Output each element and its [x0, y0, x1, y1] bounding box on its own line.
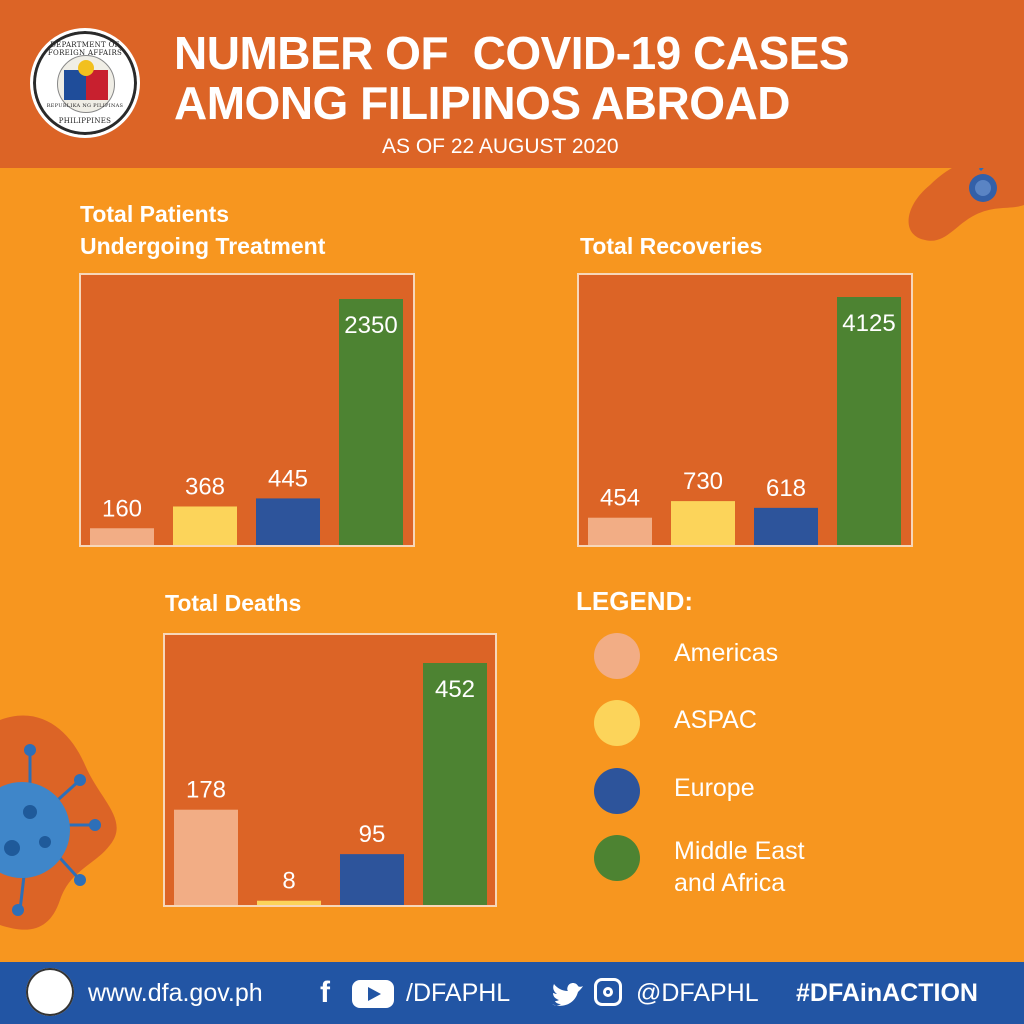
title-line-2: AMONG FILIPINOS ABROAD: [174, 77, 790, 129]
legend-label-americas: Americas: [674, 639, 779, 667]
bar-americas: [174, 809, 238, 905]
social-handle-twitter-instagram[interactable]: @DFAPHL: [636, 979, 759, 1007]
bar-europe: [754, 507, 818, 545]
data-label-americas: 454: [600, 485, 640, 512]
seal-text-bottom: PHILIPPINES: [58, 117, 112, 125]
bar-middle-east-and-africa: [837, 297, 901, 545]
chart-title-treatment-line1: Total Patients: [80, 201, 230, 227]
chart-title-treatment-line2: Undergoing Treatment: [80, 233, 326, 259]
bar-middle-east-and-africa: [339, 299, 403, 545]
legend-label-europe: Europe: [674, 774, 755, 802]
twitter-icon[interactable]: [550, 980, 584, 1010]
header-banner: DEPARTMENT OF FOREIGN AFFAIRS REPUBLIKA …: [0, 0, 1024, 168]
chart-treatment: 160 368 445 2350: [79, 273, 415, 547]
data-label-europe: 618: [766, 475, 806, 502]
bar-aspac: [173, 506, 237, 545]
chart-deaths: 178 8 95 452: [163, 633, 497, 907]
legend-swatch-europe: [594, 768, 640, 814]
legend-item-middle-east-africa: Middle East and Africa: [594, 835, 894, 905]
seal-emblem: [57, 55, 115, 113]
bar-chart-svg: 454 730 618 4125: [588, 297, 901, 545]
facebook-icon[interactable]: f: [320, 976, 330, 1009]
data-label-americas: 178: [186, 777, 226, 804]
bar-aspac: [257, 900, 321, 905]
instagram-icon[interactable]: [594, 978, 622, 1006]
legend-swatch-americas: [594, 633, 640, 679]
data-label-aspac: 730: [683, 468, 723, 495]
data-label-middle-east-and-africa: 452: [435, 676, 475, 703]
data-label-americas: 160: [102, 495, 142, 522]
footer-bar: www.dfa.gov.ph f /DFAPHL @DFAPHL #DFAinA…: [0, 962, 1024, 1024]
website-link[interactable]: www.dfa.gov.ph: [88, 979, 263, 1007]
legend-label-aspac: ASPAC: [674, 706, 757, 734]
bar-chart-svg: 178 8 95 452: [174, 663, 487, 905]
data-label-middle-east-and-africa: 2350: [344, 312, 397, 339]
dfa-seal-small-logo: [26, 968, 74, 1016]
title-line-1: NUMBER OF COVID-19 CASES: [174, 27, 850, 79]
legend-swatch-aspac: [594, 700, 640, 746]
legend-item-europe: Europe: [594, 768, 894, 818]
legend-title: LEGEND:: [576, 586, 693, 616]
data-label-europe: 95: [359, 821, 386, 848]
virus-icon: [0, 744, 101, 916]
bar-chart-svg: 160 368 445 2350: [90, 299, 403, 545]
data-label-middle-east-and-africa: 4125: [842, 310, 895, 337]
page-title: NUMBER OF COVID-19 CASES AMONG FILIPINOS…: [174, 28, 934, 128]
legend-item-aspac: ASPAC: [594, 700, 894, 750]
chart-recoveries: 454 730 618 4125: [577, 273, 913, 547]
bar-europe: [340, 854, 404, 905]
chart-title-deaths: Total Deaths: [165, 590, 302, 616]
seal-text-center: REPUBLIKA NG PILIPINAS: [46, 103, 124, 109]
data-label-aspac: 8: [282, 868, 295, 895]
page-subtitle: AS OF 22 AUGUST 2020: [382, 135, 619, 158]
bar-americas: [90, 528, 154, 545]
dfa-seal-logo: DEPARTMENT OF FOREIGN AFFAIRS REPUBLIKA …: [30, 28, 140, 138]
data-label-europe: 445: [268, 465, 308, 492]
social-handle-facebook-youtube[interactable]: /DFAPHL: [406, 979, 511, 1007]
bar-europe: [256, 498, 320, 545]
chart-title-recoveries: Total Recoveries: [580, 233, 763, 259]
legend-label-mea-line1: Middle East: [674, 837, 805, 865]
legend-label-mea-line2: and Africa: [674, 869, 786, 897]
bar-aspac: [671, 501, 735, 545]
bar-middle-east-and-africa: [423, 663, 487, 905]
seal-text-top: DEPARTMENT OF FOREIGN AFFAIRS: [47, 41, 123, 57]
chart-title-treatment: Total Patients Undergoing Treatment: [80, 198, 325, 262]
data-label-aspac: 368: [185, 473, 225, 500]
youtube-icon[interactable]: [352, 980, 394, 1008]
bar-americas: [588, 517, 652, 545]
legend-label-middle-east-africa: Middle East and Africa: [674, 835, 894, 899]
legend-swatch-middle-east-africa: [594, 835, 640, 881]
hashtag[interactable]: #DFAinACTION: [796, 979, 978, 1007]
legend-item-americas: Americas: [594, 633, 894, 683]
